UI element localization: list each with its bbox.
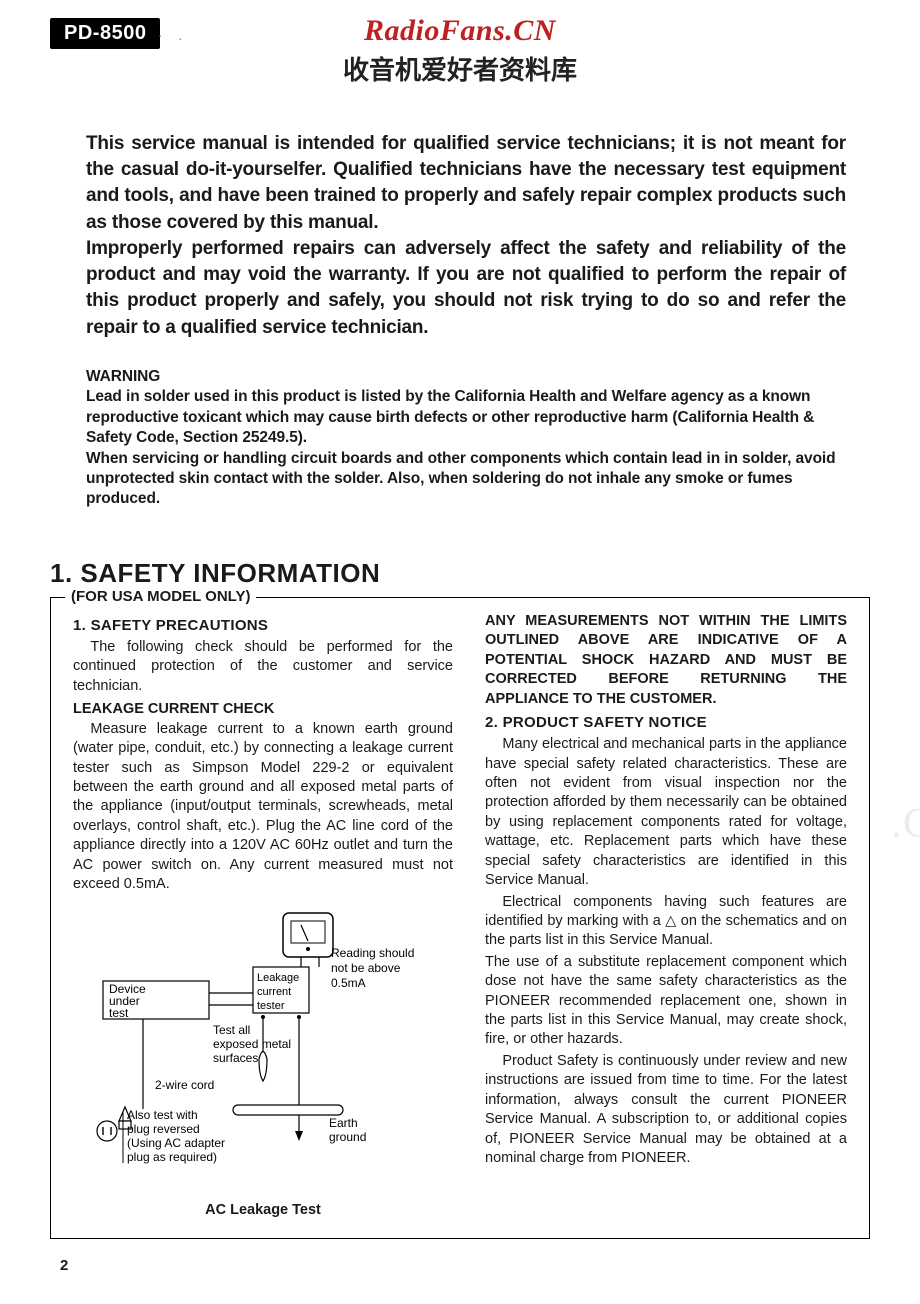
left-h2: LEAKAGE CURRENT CHECK <box>73 700 453 719</box>
right-h1: 2. PRODUCT SAFETY NOTICE <box>485 713 847 733</box>
ground-bar <box>233 1105 343 1115</box>
right-p3: The use of a substitute replacement comp… <box>485 953 847 1050</box>
warning-title: WARNING <box>86 367 846 387</box>
meter-pivot <box>306 947 310 951</box>
box-legend: (FOR USA MODEL ONLY) <box>65 588 256 605</box>
right-bold: ANY MEASUREMENTS NOT WITHIN THE LIMITS O… <box>485 612 847 709</box>
probe-tip <box>259 1051 267 1081</box>
model-badge: PD-8500 <box>50 18 160 49</box>
watermark-line2: 收音机爱好者资料库 <box>0 50 920 87</box>
ground-arrow <box>295 1131 303 1141</box>
testall-3: surfaces <box>213 1051 258 1065</box>
reading-l3: 0.5mA <box>331 976 366 990</box>
testall-2: exposed metal <box>213 1037 291 1051</box>
left-p2: Measure leakage current to a known earth… <box>73 720 453 895</box>
reading-l1: Reading should <box>331 946 414 960</box>
also-2: plug reversed <box>127 1122 200 1136</box>
diagram-caption: AC Leakage Test <box>73 1201 453 1220</box>
left-h1: 1. SAFETY PRECAUTIONS <box>73 616 453 636</box>
page-root: PD-8500 · . RadioFans.CN 收音机爱好者资料库 This … <box>0 0 920 1304</box>
right-column: ANY MEASUREMENTS NOT WITHIN THE LIMITS O… <box>485 612 847 1220</box>
page-number: 2 <box>60 1257 870 1274</box>
leakage-diagram: Leakagecurrenttester Reading should not … <box>73 909 453 1189</box>
warning-p1: Lead in solder used in this product is l… <box>86 387 846 448</box>
outlet-icon <box>97 1121 117 1141</box>
cord-label: 2-wire cord <box>155 1078 214 1092</box>
also-3: (Using AC adapter <box>127 1136 225 1150</box>
also-1: Also test with <box>127 1108 198 1122</box>
also-4: plug as required) <box>127 1150 217 1164</box>
left-column: 1. SAFETY PRECAUTIONS The following chec… <box>73 612 453 1220</box>
intro-p1: This service manual is intended for qual… <box>86 131 846 236</box>
right-p2: Electrical components having such featur… <box>485 893 847 951</box>
section-title: 1. SAFETY INFORMATION <box>50 558 870 589</box>
earth-1: Earth <box>329 1116 358 1130</box>
left-p1: The following check should be performed … <box>73 638 453 696</box>
reading-l2: not be above <box>331 961 401 975</box>
right-p4: Product Safety is continuously under rev… <box>485 1052 847 1169</box>
two-col: 1. SAFETY PRECAUTIONS The following chec… <box>73 612 847 1220</box>
warning-p2: When servicing or handling circuit board… <box>86 449 846 510</box>
testall-1: Test all <box>213 1023 250 1037</box>
warning-block: WARNING Lead in solder used in this prod… <box>86 367 846 510</box>
earth-2: ground <box>329 1130 366 1144</box>
safety-box: (FOR USA MODEL ONLY) 1. SAFETY PRECAUTIO… <box>50 597 870 1239</box>
diagram-wrap: Leakagecurrenttester Reading should not … <box>73 909 453 1221</box>
scan-dust: · . <box>158 28 185 43</box>
faint-watermark: .C <box>891 800 920 848</box>
intro-block: This service manual is intended for qual… <box>86 131 846 341</box>
intro-p2: Improperly performed repairs can adverse… <box>86 236 846 341</box>
right-p1: Many electrical and mechanical parts in … <box>485 735 847 890</box>
